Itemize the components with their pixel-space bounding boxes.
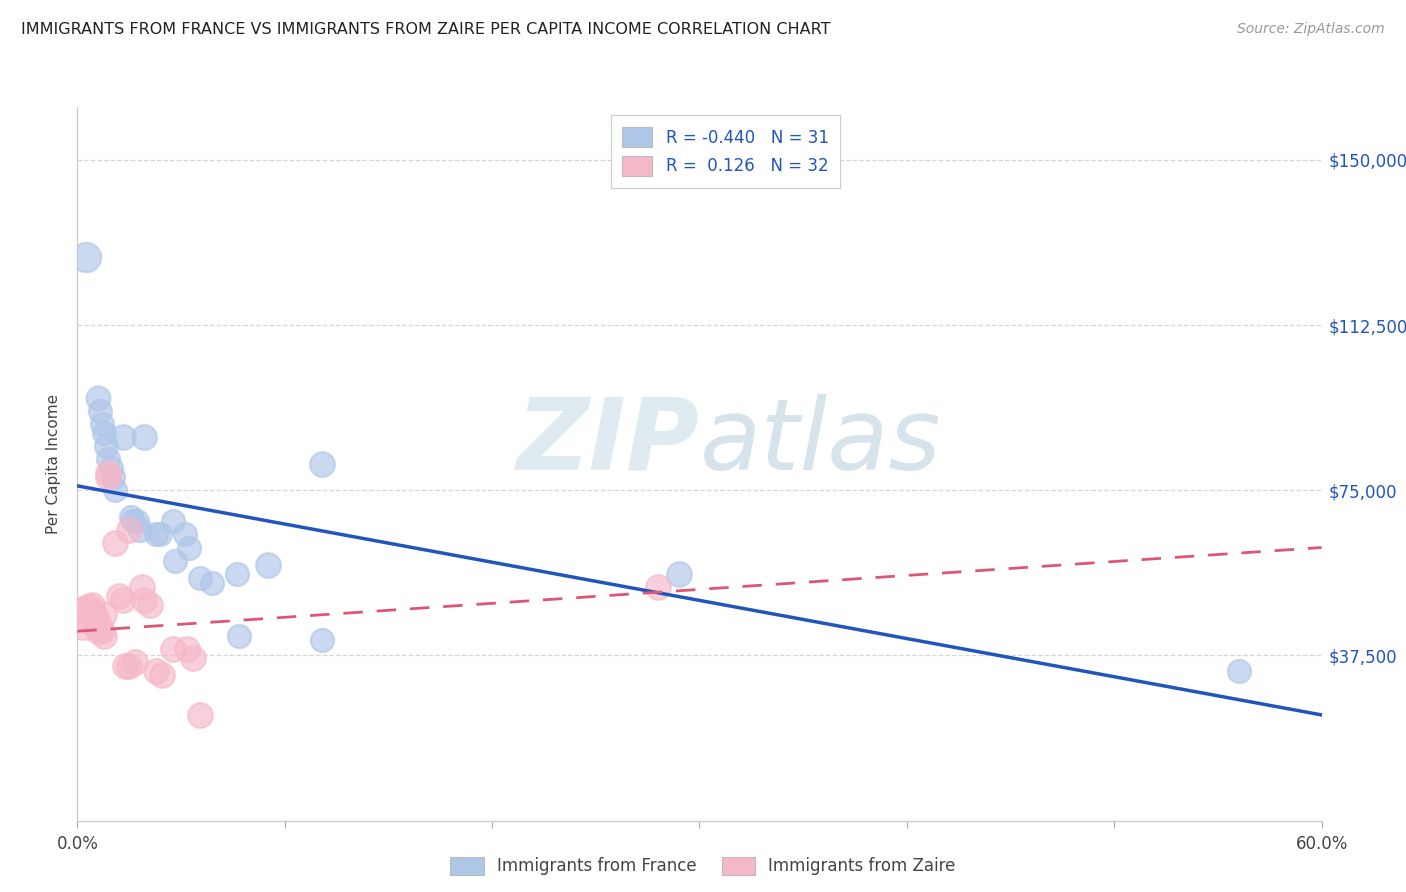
Point xyxy=(72,611,94,625)
Point xyxy=(83,607,105,621)
Point xyxy=(101,470,124,484)
Point xyxy=(145,664,167,678)
Text: Source: ZipAtlas.com: Source: ZipAtlas.com xyxy=(1237,22,1385,37)
Point xyxy=(226,566,249,581)
Point xyxy=(111,430,134,444)
Point xyxy=(75,250,97,264)
Text: atlas: atlas xyxy=(700,394,941,491)
Point xyxy=(668,566,690,581)
Text: ZIP: ZIP xyxy=(516,394,700,491)
Point xyxy=(108,589,131,603)
Point xyxy=(647,580,669,594)
Point xyxy=(122,514,145,528)
Point xyxy=(84,611,107,625)
Point xyxy=(163,554,186,568)
Point xyxy=(120,509,142,524)
Point xyxy=(174,527,197,541)
Point xyxy=(228,629,250,643)
Point xyxy=(131,580,153,594)
Point xyxy=(114,659,136,673)
Point xyxy=(87,620,110,634)
Point xyxy=(76,602,98,616)
Point xyxy=(132,430,155,444)
Point xyxy=(96,439,118,453)
Point xyxy=(150,668,173,682)
Point xyxy=(111,593,134,607)
Point xyxy=(311,633,333,648)
Point xyxy=(97,466,120,480)
Point xyxy=(93,607,115,621)
Point xyxy=(183,650,205,665)
Point xyxy=(145,527,167,541)
Point xyxy=(201,575,224,590)
Point xyxy=(118,659,141,673)
Point xyxy=(84,615,107,630)
Point xyxy=(162,514,184,528)
Point xyxy=(188,571,211,585)
Point xyxy=(128,523,150,537)
Y-axis label: Per Capita Income: Per Capita Income xyxy=(46,393,62,534)
Point xyxy=(188,707,211,722)
Point xyxy=(149,527,172,541)
Point xyxy=(87,391,110,405)
Legend: Immigrants from France, Immigrants from Zaire: Immigrants from France, Immigrants from … xyxy=(444,850,962,882)
Point xyxy=(87,624,110,639)
Point xyxy=(176,641,198,656)
Point xyxy=(1227,664,1250,678)
Point xyxy=(93,629,115,643)
Point xyxy=(97,470,120,484)
Point xyxy=(127,514,149,528)
Text: IMMIGRANTS FROM FRANCE VS IMMIGRANTS FROM ZAIRE PER CAPITA INCOME CORRELATION CH: IMMIGRANTS FROM FRANCE VS IMMIGRANTS FRO… xyxy=(21,22,831,37)
Point xyxy=(79,615,101,630)
Point xyxy=(93,425,115,440)
Point xyxy=(132,593,155,607)
Point xyxy=(118,523,141,537)
Point xyxy=(124,655,146,669)
Point xyxy=(311,457,333,471)
Point xyxy=(104,483,127,498)
Point xyxy=(179,541,201,555)
Point xyxy=(257,558,280,573)
Point xyxy=(162,641,184,656)
Point xyxy=(89,620,111,634)
Point xyxy=(139,598,162,612)
Point xyxy=(100,461,122,475)
Point xyxy=(91,417,114,432)
Point xyxy=(91,624,114,639)
Point xyxy=(80,598,103,612)
Point xyxy=(97,452,120,467)
Legend: R = -0.440   N = 31, R =  0.126   N = 32: R = -0.440 N = 31, R = 0.126 N = 32 xyxy=(610,115,841,187)
Point xyxy=(104,536,127,550)
Point xyxy=(89,404,111,418)
